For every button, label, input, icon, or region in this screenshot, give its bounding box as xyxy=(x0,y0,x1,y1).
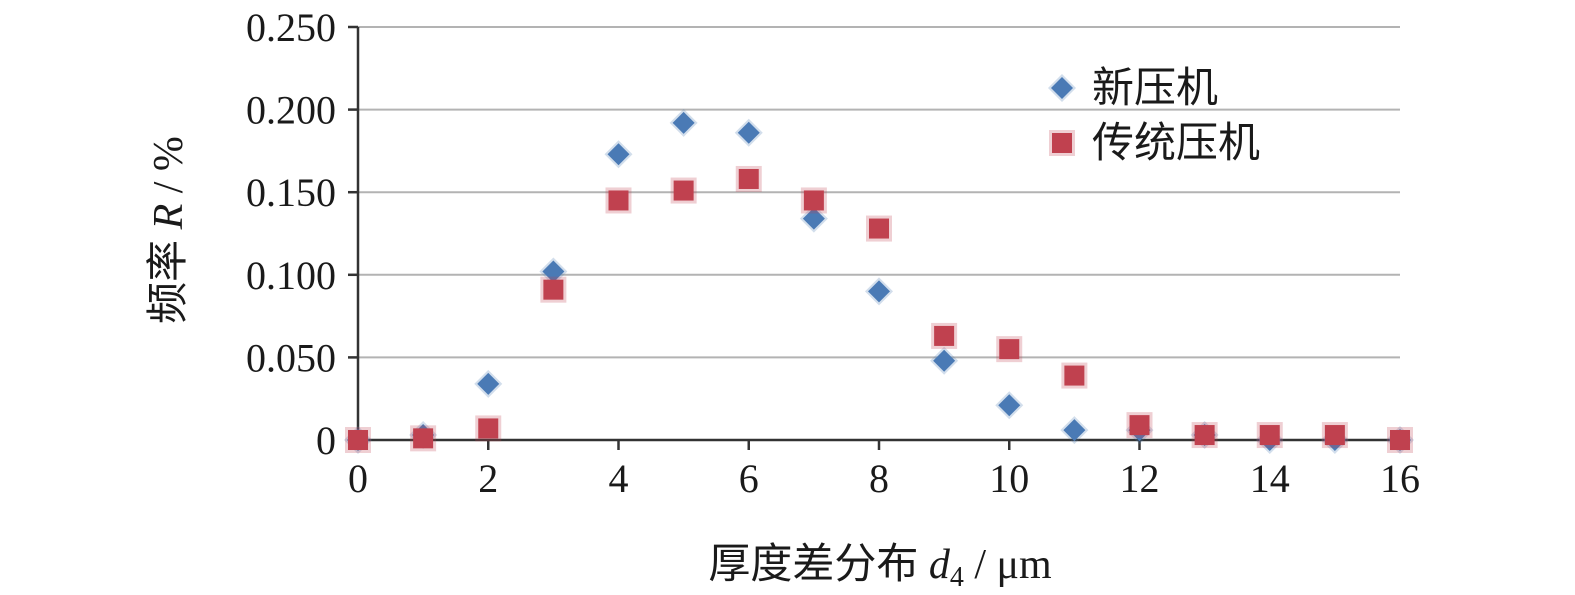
series-1-point xyxy=(607,143,630,166)
series-2-point xyxy=(1259,425,1280,446)
series-2-point xyxy=(413,428,434,449)
tick-labels: 0 0.050 0.100 0.150 0.200 0.250 0 2 4 6 8 10 12 14 16 xyxy=(246,5,1420,501)
y-tick-label: 0.100 xyxy=(246,253,336,298)
x-axis-title-suffix: / μm xyxy=(964,542,1052,588)
x-axis-title-var: d xyxy=(929,542,951,588)
y-tick-label: 0.200 xyxy=(246,88,336,133)
y-axis-title-suffix: / % xyxy=(146,136,192,204)
x-tick-label: 14 xyxy=(1250,456,1290,501)
y-axis-title: 频率 R / % xyxy=(145,136,192,324)
series-2-point xyxy=(478,418,499,439)
x-tick-label: 10 xyxy=(989,456,1029,501)
series-2-point xyxy=(803,190,824,211)
series-1-point xyxy=(802,207,825,230)
legend-marker-1 xyxy=(1051,77,1073,99)
x-tick-label: 12 xyxy=(1120,456,1160,501)
series-2-point xyxy=(738,168,759,189)
x-tick-label: 8 xyxy=(869,456,889,501)
series-1-point xyxy=(737,121,760,144)
series-2-point xyxy=(1194,425,1215,446)
legend-label-1: 新压机 xyxy=(1092,66,1218,112)
x-tick-label: 0 xyxy=(348,456,368,501)
grid-lines xyxy=(358,26,1400,359)
legend-label-2: 传统压机 xyxy=(1092,121,1260,167)
x-axis-title: 厚度差分布 d4 / μm xyxy=(708,542,1052,593)
legend-marker-2 xyxy=(1052,133,1072,153)
series-2-point xyxy=(1324,425,1345,446)
series-2-point xyxy=(673,180,694,201)
x-axis-title-sub: 4 xyxy=(950,562,964,593)
series-2-point xyxy=(543,279,564,300)
series-2-point xyxy=(348,430,368,450)
y-axis-title-prefix: 频率 xyxy=(145,229,192,324)
series-1-point xyxy=(1063,419,1086,442)
x-tick-label: 6 xyxy=(739,456,759,501)
y-tick-label: 0.150 xyxy=(246,170,336,215)
x-tick-label: 16 xyxy=(1380,456,1420,501)
series-2-point xyxy=(1064,365,1085,386)
series-2 xyxy=(345,165,1413,453)
series-marks xyxy=(344,108,1414,454)
y-axis-title-var: R xyxy=(146,204,192,231)
x-tick-label: 2 xyxy=(478,456,498,501)
y-tick-label: 0 xyxy=(316,418,336,463)
series-1-point xyxy=(868,280,890,303)
series-1-point xyxy=(998,394,1021,417)
y-tick-label: 0.250 xyxy=(246,5,336,50)
series-2-point xyxy=(608,190,629,211)
series-1-point xyxy=(672,111,695,134)
x-axis-title-prefix: 厚度差分布 xyxy=(708,542,929,588)
series-1-point xyxy=(477,372,500,395)
series-2-point xyxy=(934,325,955,346)
x-tick-label: 4 xyxy=(609,456,629,501)
series-1-point xyxy=(542,260,565,283)
series-2-point xyxy=(869,218,889,239)
series-2-point xyxy=(1390,430,1410,450)
series-1-point xyxy=(933,349,956,372)
y-tick-label: 0.050 xyxy=(246,335,336,380)
series-2-point xyxy=(1129,415,1150,436)
series-2-point xyxy=(999,339,1020,360)
